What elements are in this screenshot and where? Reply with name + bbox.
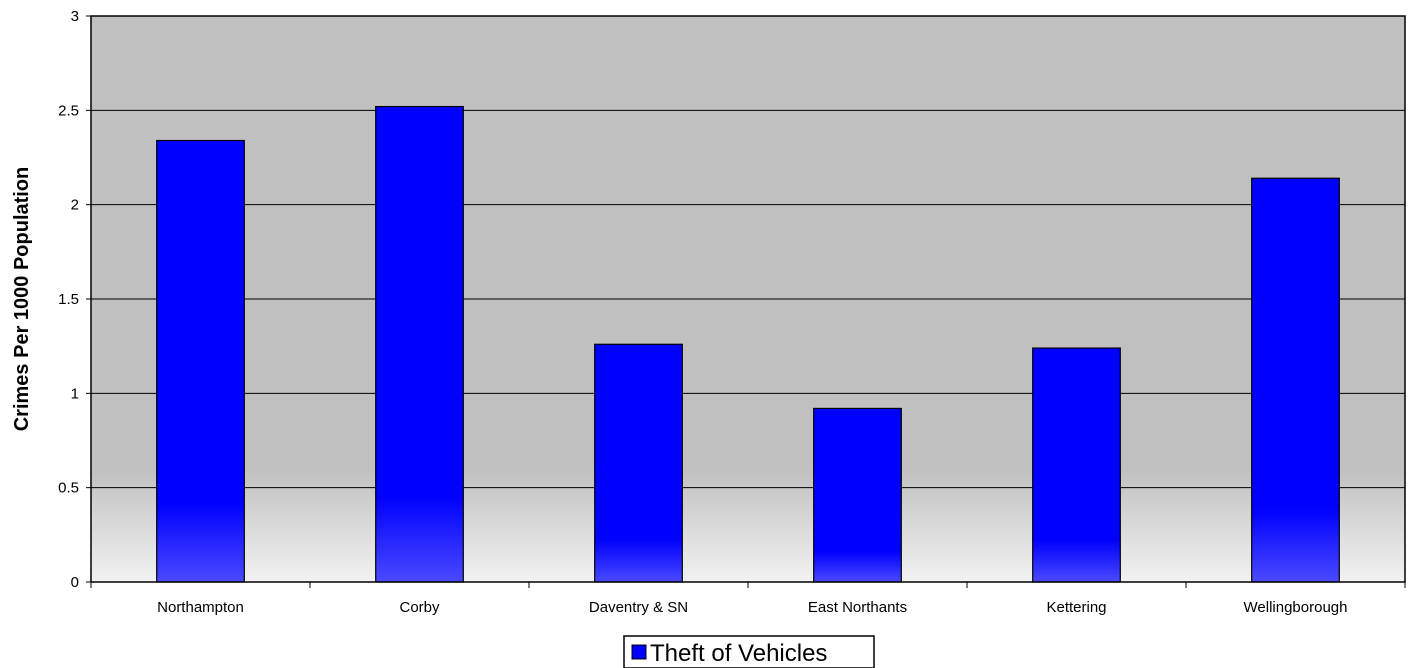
y-axis-label: Crimes Per 1000 Population (11, 167, 33, 432)
y-tick-label: 1 (71, 385, 79, 402)
bar-kettering (1032, 347, 1121, 583)
y-tick-label: 2 (71, 197, 79, 214)
bar-daventry-sn (594, 343, 683, 583)
legend-label: Theft of Vehicles (650, 640, 827, 667)
y-tick-label: 2.5 (58, 102, 79, 119)
y-tick-label: 3 (71, 8, 79, 25)
legend-swatch (631, 644, 647, 660)
x-tick-label: Corby (399, 599, 440, 616)
y-tick-label: 0 (71, 574, 79, 591)
x-axis: Northampton Corby Daventry & SN East Northa… (90, 582, 1406, 616)
x-tick-label: Kettering (1046, 599, 1106, 616)
bar-wellingborough (1251, 177, 1340, 583)
bar-northampton (156, 139, 245, 583)
gridlines (91, 109, 1405, 489)
bar-east-northants (813, 407, 902, 583)
x-tick-label: East Northants (808, 599, 907, 616)
legend: Theft of Vehicles (623, 635, 875, 668)
y-tick-label: 0.5 (58, 480, 79, 497)
x-tick-label: Wellingborough (1244, 599, 1348, 616)
y-axis: 0 0.5 1 1.5 2 2.5 3 (58, 8, 91, 591)
bar-corby (375, 105, 464, 583)
x-tick-label: Daventry & SN (589, 599, 688, 616)
legend-box (623, 635, 875, 668)
x-tick-label: Northampton (157, 599, 244, 616)
bars (156, 105, 1340, 583)
y-tick-label: 1.5 (58, 291, 79, 308)
